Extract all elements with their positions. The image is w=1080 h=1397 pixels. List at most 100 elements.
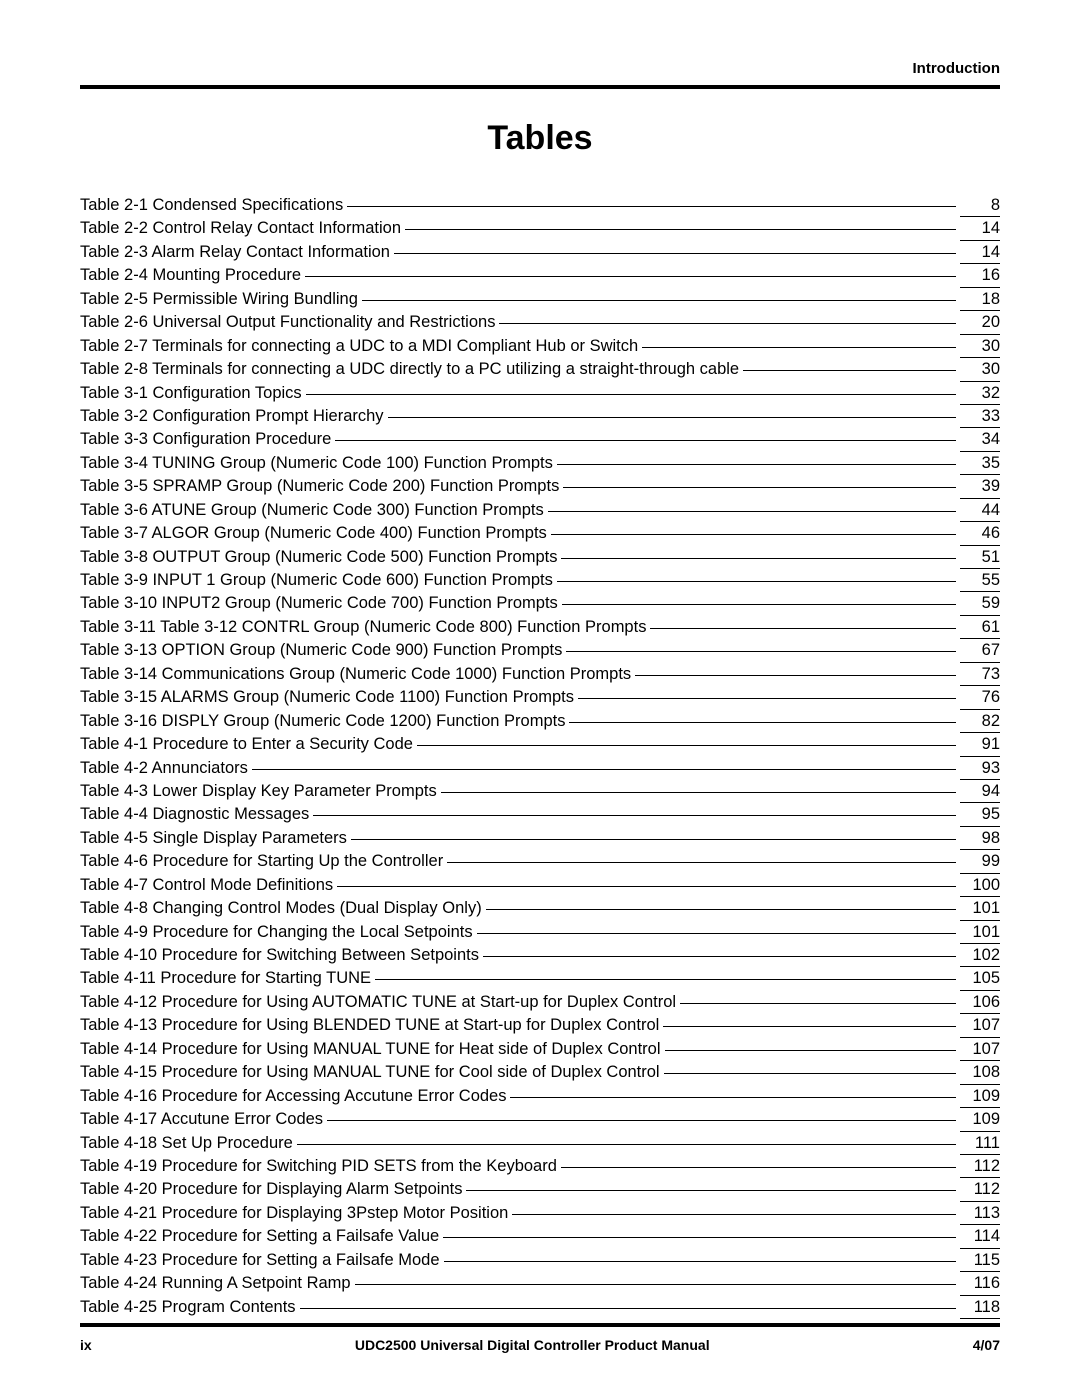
toc-entry-label: Table 3-11 Table 3-12 CONTRL Group (Nume…	[80, 616, 646, 638]
toc-entry-page: 118	[960, 1296, 1000, 1319]
toc-entry-label: Table 3-10 INPUT2 Group (Numeric Code 70…	[80, 592, 558, 614]
toc-entry-label: Table 3-3 Configuration Procedure	[80, 428, 331, 450]
toc-row: Table 2-3 Alarm Relay Contact Informatio…	[80, 241, 1000, 264]
toc-row: Table 3-11 Table 3-12 CONTRL Group (Nume…	[80, 616, 1000, 639]
toc-row: Table 4-22 Procedure for Setting a Fails…	[80, 1225, 1000, 1248]
toc-entry-page: 76	[960, 686, 1000, 709]
toc-entry-label: Table 3-1 Configuration Topics	[80, 382, 302, 404]
toc-row: Table 4-9 Procedure for Changing the Loc…	[80, 921, 1000, 944]
toc-entry-page: 33	[960, 405, 1000, 428]
toc-row: Table 4-16 Procedure for Accessing Accut…	[80, 1085, 1000, 1108]
toc-entry-page: 35	[960, 452, 1000, 475]
toc-entry-page: 14	[960, 217, 1000, 240]
toc-leader-line	[557, 464, 956, 465]
toc-entry-page: 112	[960, 1155, 1000, 1178]
toc-entry-page: 105	[960, 967, 1000, 990]
toc-entry-page: 98	[960, 827, 1000, 850]
toc-leader-line	[650, 628, 956, 629]
toc-entry-page: 108	[960, 1061, 1000, 1084]
toc-entry-page: 39	[960, 475, 1000, 498]
toc-row: Table 3-7 ALGOR Group (Numeric Code 400)…	[80, 522, 1000, 545]
toc-row: Table 3-9 INPUT 1 Group (Numeric Code 60…	[80, 569, 1000, 592]
toc-leader-line	[306, 394, 956, 395]
toc-entry-page: 93	[960, 757, 1000, 780]
toc-entry-page: 16	[960, 264, 1000, 287]
toc-entry-label: Table 3-13 OPTION Group (Numeric Code 90…	[80, 639, 562, 661]
toc-entry-label: Table 4-14 Procedure for Using MANUAL TU…	[80, 1038, 661, 1060]
toc-leader-line	[663, 1026, 956, 1027]
toc-entry-page: 32	[960, 382, 1000, 405]
toc-row: Table 4-12 Procedure for Using AUTOMATIC…	[80, 991, 1000, 1014]
page-container: Introduction Tables Table 2-1 Condensed …	[0, 0, 1080, 1397]
toc-row: Table 4-25 Program Contents118	[80, 1296, 1000, 1319]
toc-entry-page: 94	[960, 780, 1000, 803]
toc-leader-line	[483, 956, 956, 957]
toc-row: Table 3-6 ATUNE Group (Numeric Code 300)…	[80, 499, 1000, 522]
toc-leader-line	[466, 1190, 956, 1191]
toc-entry-label: Table 4-23 Procedure for Setting a Fails…	[80, 1249, 440, 1271]
toc-leader-line	[375, 979, 956, 980]
toc-entry-page: 95	[960, 803, 1000, 826]
toc-entry-page: 107	[960, 1014, 1000, 1037]
footer: ix UDC2500 Universal Digital Controller …	[80, 1323, 1000, 1353]
toc-leader-line	[510, 1097, 956, 1098]
toc-row: Table 3-10 INPUT2 Group (Numeric Code 70…	[80, 592, 1000, 615]
toc-entry-page: 51	[960, 546, 1000, 569]
toc-leader-line	[548, 511, 956, 512]
toc-leader-line	[664, 1073, 956, 1074]
toc-entry-label: Table 2-5 Permissible Wiring Bundling	[80, 288, 358, 310]
toc-row: Table 4-21 Procedure for Displaying 3Pst…	[80, 1202, 1000, 1225]
toc-entry-page: 14	[960, 241, 1000, 264]
toc-entry-page: 67	[960, 639, 1000, 662]
toc-leader-line	[561, 558, 956, 559]
toc-entry-page: 101	[960, 897, 1000, 920]
toc-leader-line	[443, 1237, 956, 1238]
toc-leader-line	[444, 1261, 956, 1262]
toc-entry-page: 8	[960, 194, 1000, 217]
toc-entry-label: Table 2-6 Universal Output Functionality…	[80, 311, 495, 333]
toc-row: Table 3-8 OUTPUT Group (Numeric Code 500…	[80, 546, 1000, 569]
footer-rule	[80, 1323, 1000, 1327]
toc-leader-line	[447, 862, 956, 863]
toc-entry-label: Table 4-11 Procedure for Starting TUNE	[80, 967, 371, 989]
toc-entry-label: Table 4-9 Procedure for Changing the Loc…	[80, 921, 473, 943]
toc-entry-page: 101	[960, 921, 1000, 944]
toc-row: Table 4-2 Annunciators 93	[80, 757, 1000, 780]
toc-leader-line	[512, 1214, 956, 1215]
toc-entry-label: Table 4-1 Procedure to Enter a Security …	[80, 733, 413, 755]
toc-row: Table 3-4 TUNING Group (Numeric Code 100…	[80, 452, 1000, 475]
toc-entry-label: Table 4-15 Procedure for Using MANUAL TU…	[80, 1061, 660, 1083]
top-rule	[80, 85, 1000, 89]
toc-entry-label: Table 4-8 Changing Control Modes (Dual D…	[80, 897, 482, 919]
toc-entry-page: 55	[960, 569, 1000, 592]
toc-entry-label: Table 4-18 Set Up Procedure	[80, 1132, 293, 1154]
toc-entry-label: Table 3-5 SPRAMP Group (Numeric Code 200…	[80, 475, 559, 497]
toc-leader-line	[551, 534, 956, 535]
toc-row: Table 4-6 Procedure for Starting Up the …	[80, 850, 1000, 873]
toc-entry-page: 106	[960, 991, 1000, 1014]
toc-row: Table 2-1 Condensed Specifications 8	[80, 194, 1000, 217]
toc-row: Table 4-23 Procedure for Setting a Fails…	[80, 1249, 1000, 1272]
tables-list: Table 2-1 Condensed Specifications 8 Tabl…	[80, 194, 1000, 1319]
toc-entry-page: 61	[960, 616, 1000, 639]
page-title: Tables	[80, 119, 1000, 158]
toc-entry-label: Table 4-10 Procedure for Switching Betwe…	[80, 944, 479, 966]
toc-leader-line	[486, 909, 956, 910]
toc-entry-page: 44	[960, 499, 1000, 522]
toc-leader-line	[355, 1284, 956, 1285]
toc-row: Table 2-4 Mounting Procedure16	[80, 264, 1000, 287]
toc-leader-line	[313, 815, 956, 816]
footer-manual-title: UDC2500 Universal Digital Controller Pro…	[355, 1337, 710, 1353]
toc-row: Table 4-19 Procedure for Switching PID S…	[80, 1155, 1000, 1178]
toc-entry-page: 30	[960, 335, 1000, 358]
toc-row: Table 4-7 Control Mode Definitions 100	[80, 874, 1000, 897]
toc-entry-label: Table 2-7 Terminals for connecting a UDC…	[80, 335, 638, 357]
toc-entry-page: 73	[960, 663, 1000, 686]
toc-leader-line	[477, 933, 956, 934]
toc-entry-page: 109	[960, 1108, 1000, 1131]
toc-row: Table 4-11 Procedure for Starting TUNE 1…	[80, 967, 1000, 990]
toc-entry-page: 34	[960, 428, 1000, 451]
toc-entry-page: 18	[960, 288, 1000, 311]
toc-leader-line	[563, 487, 956, 488]
toc-row: Table 4-4 Diagnostic Messages95	[80, 803, 1000, 826]
